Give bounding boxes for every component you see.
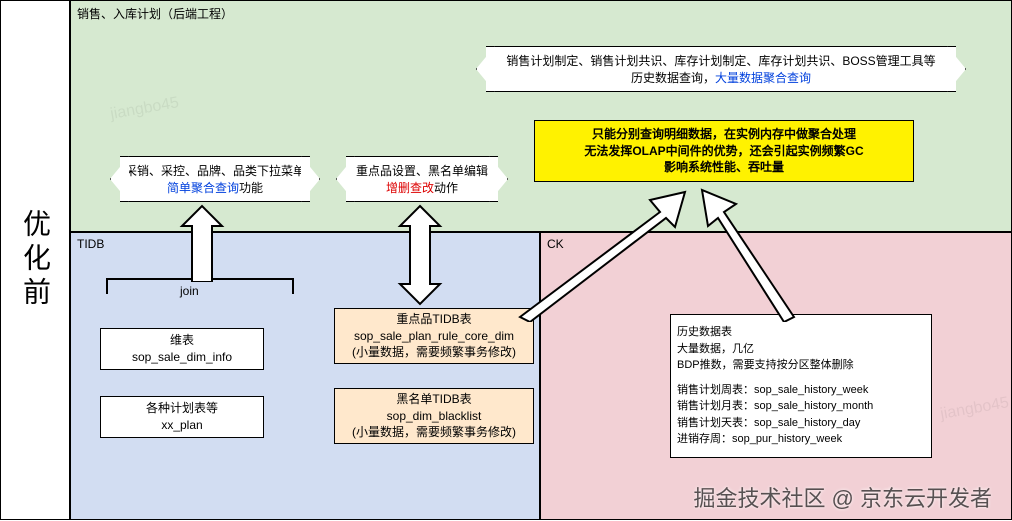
hex-history-line2: 历史数据查询，大量数据聚合查询	[631, 69, 811, 86]
arrow-up-left	[178, 202, 226, 282]
hex-crud-line1: 重点品设置、黑名单编辑	[356, 162, 488, 179]
panel-tidb-label: TIDB	[77, 237, 104, 251]
arrow-diag-right	[694, 182, 814, 322]
hex-history-query: 销售计划制定、销售计划共识、库存计划制定、库存计划共识、BOSS管理工具等 历史…	[486, 46, 956, 92]
arrow-diag-left	[510, 182, 690, 322]
box-plan-table: 各种计划表等 xx_plan	[100, 396, 264, 438]
problem-line3: 影响系统性能、吞吐量	[664, 159, 784, 176]
panel-backend-label: 销售、入库计划（后端工程）	[77, 5, 233, 22]
hex-crud-line2: 增删查改动作	[386, 179, 458, 196]
box-black-line2: sop_dim_blacklist	[387, 408, 482, 425]
box-dim-line1: 维表	[170, 332, 194, 349]
box-plan-line1: 各种计划表等	[146, 400, 218, 417]
box-core-line2: sop_sale_plan_rule_core_dim	[354, 328, 514, 345]
box-plan-line2: xx_plan	[161, 417, 202, 434]
panel-tidb: TIDB	[70, 232, 540, 520]
arrow-two-way	[396, 202, 444, 308]
box-core-dim: 重点品TIDB表 sop_sale_plan_rule_core_dim (小量…	[334, 308, 534, 364]
hex-simple-line1: 采销、采控、品牌、品类下拉菜单	[125, 162, 305, 179]
join-label: join	[180, 284, 199, 298]
hex-history-line1: 销售计划制定、销售计划共识、库存计划制定、库存计划共识、BOSS管理工具等	[506, 52, 935, 69]
side-title-text: 优化前	[15, 209, 55, 311]
problem-note: 只能分别查询明细数据，在实例内存中做聚合处理 无法发挥OLAP中间件的优势，还会…	[534, 120, 914, 182]
ck-l6: 销售计划天表：sop_sale_history_day	[677, 415, 860, 432]
box-ck-history: 历史数据表 大量数据，几亿 BDP推数，需要支持按分区整体删除 销售计划周表：s…	[670, 314, 932, 458]
box-blacklist: 黑名单TIDB表 sop_dim_blacklist (小量数据，需要频繁事务修…	[334, 388, 534, 444]
box-black-line1: 黑名单TIDB表	[396, 391, 471, 408]
box-black-line3: (小量数据，需要频繁事务修改)	[352, 424, 516, 441]
ck-l1: 大量数据，几亿	[677, 341, 754, 358]
ck-l0: 历史数据表	[677, 324, 732, 341]
ck-l4: 销售计划周表：sop_sale_history_week	[677, 382, 868, 399]
ck-l5: 销售计划月表：sop_sale_history_month	[677, 398, 873, 415]
hex-crud: 重点品设置、黑名单编辑 增删查改动作	[346, 156, 498, 202]
box-dim-line2: sop_sale_dim_info	[132, 349, 232, 366]
hex-simple-line2: 简单聚合查询功能	[167, 179, 263, 196]
hex-simple-query: 采销、采控、品牌、品类下拉菜单 简单聚合查询功能	[120, 156, 310, 202]
box-core-line1: 重点品TIDB表	[396, 311, 471, 328]
problem-line1: 只能分别查询明细数据，在实例内存中做聚合处理	[592, 126, 856, 143]
box-dim-table: 维表 sop_sale_dim_info	[100, 328, 264, 370]
side-title: 优化前	[0, 0, 70, 520]
ck-l7: 进销存周：sop_pur_history_week	[677, 431, 842, 448]
ck-l2: BDP推数，需要支持按分区整体删除	[677, 357, 854, 374]
box-core-line3: (小量数据，需要频繁事务修改)	[352, 344, 516, 361]
problem-line2: 无法发挥OLAP中间件的优势，还会引起实例频繁GC	[584, 143, 863, 160]
